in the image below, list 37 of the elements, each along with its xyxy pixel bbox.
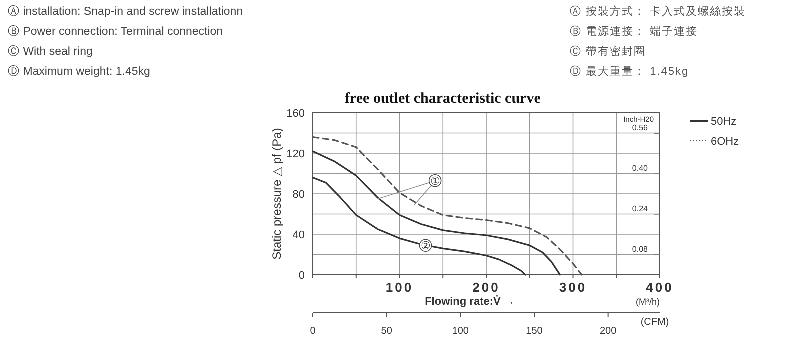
text: Ⓒ 帶有密封圈 xyxy=(570,45,646,58)
legend-label: 6OHz xyxy=(711,136,740,148)
text: Ⓐ 按裝方式： 卡入式及螺絲按裝 xyxy=(570,5,746,18)
text: Ⓑ 電源連接： 端子連接 xyxy=(570,25,698,38)
x2-tick-label: 150 xyxy=(526,326,544,337)
y2-tick-label: 0.08 xyxy=(632,244,649,254)
x-tick-label: 400 xyxy=(646,280,674,295)
y-tick-label: 160 xyxy=(286,108,305,120)
y-tick-label: 80 xyxy=(292,189,305,201)
text: Ⓒ With seal ring xyxy=(8,45,93,58)
text: (M³/h) xyxy=(636,297,660,307)
text: Ⓐ installation: Snap-in and screw installationn xyxy=(8,5,244,18)
text: Ⓓ 最大重量： 1.45kg xyxy=(570,65,690,78)
x2-tick-label: 200 xyxy=(600,326,618,337)
y-tick-label: 40 xyxy=(292,230,305,242)
x-tick-label: 100 xyxy=(386,280,414,295)
y2-tick-label: 0.24 xyxy=(632,204,649,214)
y-tick-label: 120 xyxy=(286,148,305,160)
annotation: ① xyxy=(430,176,440,188)
legend-label: 50Hz xyxy=(711,116,737,128)
y2-tick-label: 0.56 xyxy=(632,124,649,133)
x-axis-title: Flowing rate:V̇ → xyxy=(425,295,515,308)
y2-tick-label: 0.40 xyxy=(632,164,649,174)
text: Ⓑ Power connection: Terminal connection xyxy=(8,25,224,38)
x2-tick-label: 50 xyxy=(381,326,393,337)
x-tick-label: 200 xyxy=(472,280,500,295)
annotation: ② xyxy=(420,240,431,253)
text: Ⓓ Maximum weight: 1.45kg xyxy=(8,65,150,78)
y-tick-label: 0 xyxy=(298,270,305,282)
x2-tick-label: 0 xyxy=(310,326,316,337)
line-series xyxy=(312,177,526,276)
chart-title: free outlet characteristic curve xyxy=(345,91,542,107)
x2-tick-label: 100 xyxy=(452,326,470,337)
line-series xyxy=(312,150,562,276)
x2-axis-title: (CFM) xyxy=(640,317,670,328)
y-axis-title: Static pressure △ pf (Pa) xyxy=(270,128,284,260)
x-tick-label: 300 xyxy=(559,280,588,295)
